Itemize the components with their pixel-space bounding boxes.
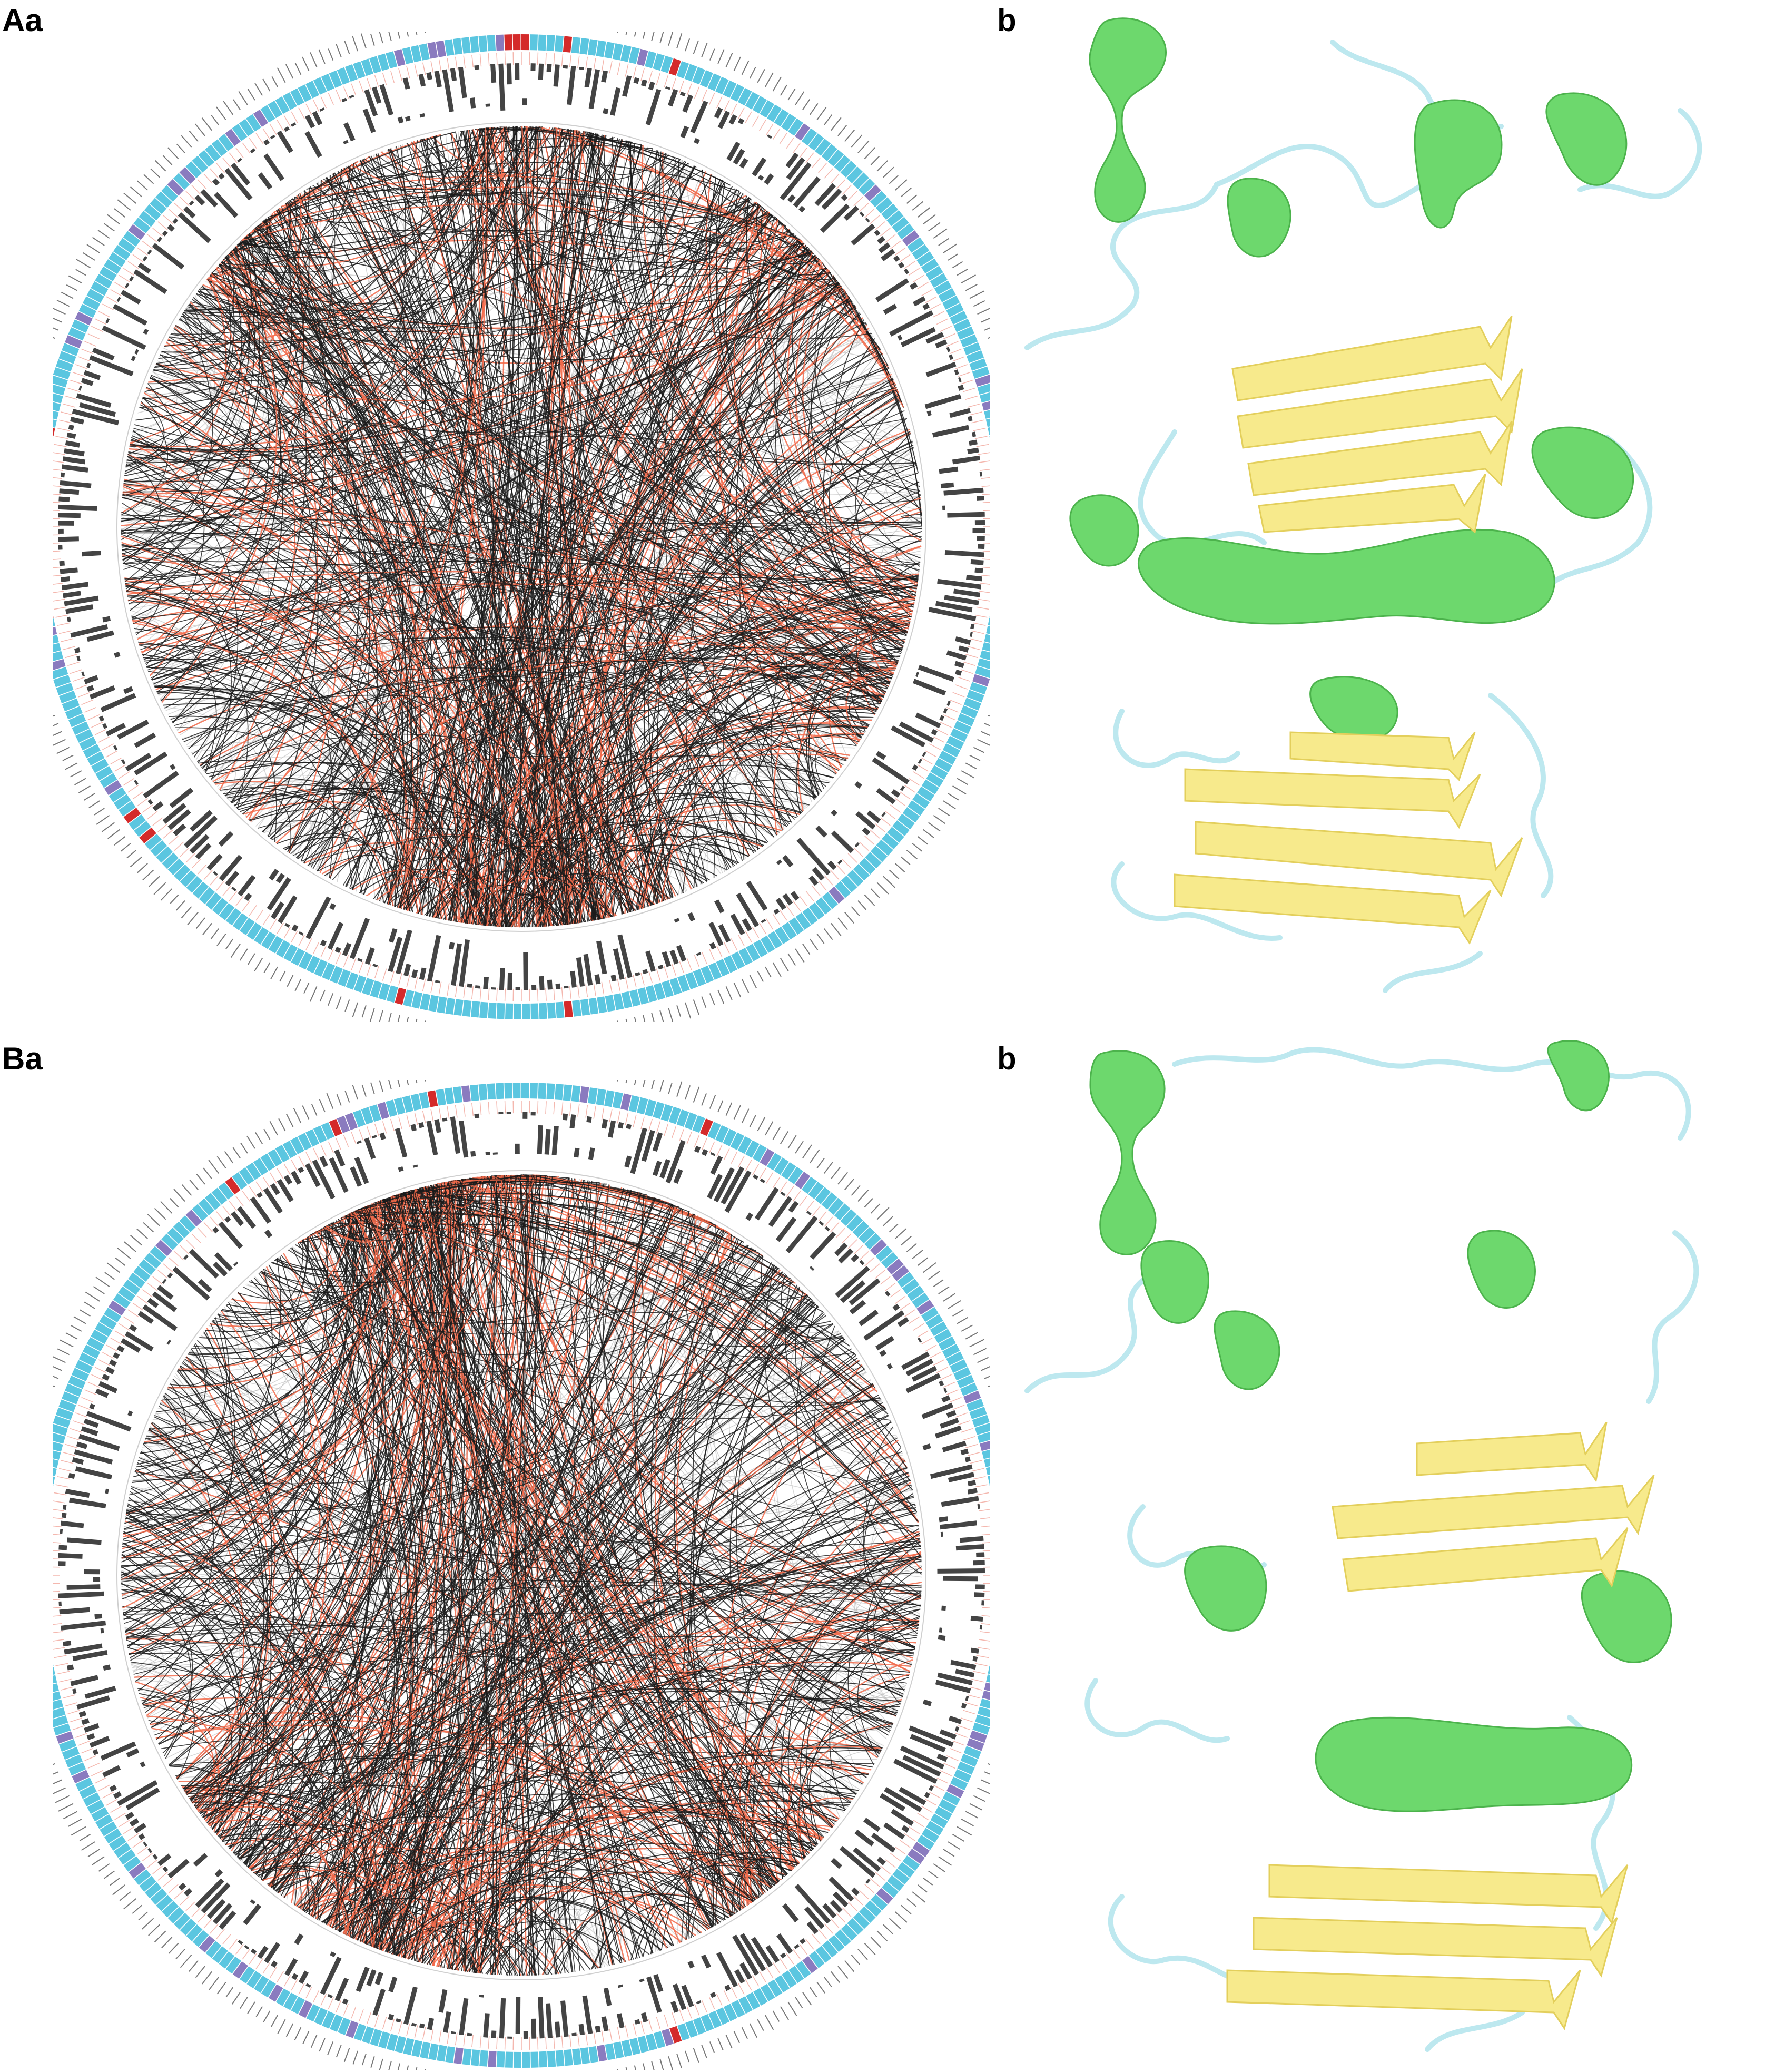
sheet-ribbons	[1226, 1422, 1655, 2030]
panel-label-Ab: b	[997, 3, 1017, 38]
outer-ring-segments	[53, 1083, 990, 2068]
outer-label-ticks	[53, 1080, 990, 2070]
bar-track	[57, 63, 985, 991]
protein-structure-A: W184W100P73Y82W232H136W88H135L263Y178W67…	[1024, 17, 1702, 993]
link-arcs	[121, 1174, 922, 1976]
protein-structure-B: Y103W188W76W240P70H139W145H138W233W64W26…	[1024, 1040, 1699, 2052]
sheet-ribbons	[1174, 316, 1523, 945]
panel-label-Bb: b	[997, 1041, 1017, 1076]
panel-label-Aa: Aa	[2, 3, 43, 38]
circos-plot-B	[53, 1080, 990, 2070]
link-arcs	[121, 125, 922, 928]
loop-backbone	[1024, 40, 1702, 993]
outer-label-ticks	[53, 32, 990, 1022]
helix-ribbons	[1089, 1040, 1672, 1812]
panel-label-Ba: Ba	[2, 1041, 43, 1076]
circos-plot-A	[53, 32, 990, 1022]
bar-track	[58, 1111, 985, 2039]
outer-ring-segments	[53, 34, 990, 1019]
helix-ribbons	[1069, 17, 1634, 741]
